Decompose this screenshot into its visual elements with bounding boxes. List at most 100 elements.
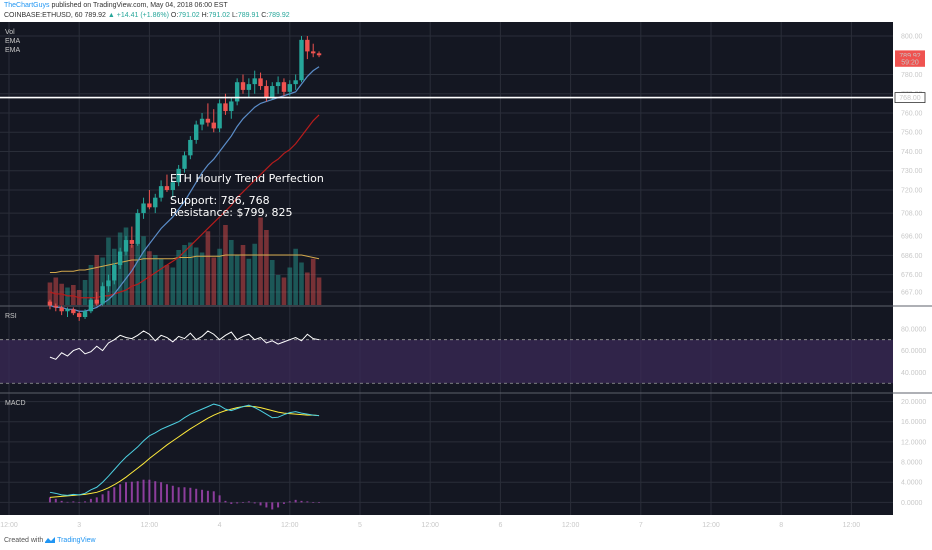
- macd-histogram-bar: [60, 500, 63, 503]
- price-tick-label: 740.00: [901, 149, 923, 156]
- macd-histogram-bar: [101, 494, 104, 503]
- price-scale-background: [893, 22, 932, 532]
- price-tick-label: 696.00: [901, 234, 923, 241]
- candle-body: [158, 186, 164, 198]
- macd-histogram-bar: [288, 501, 291, 503]
- candle-body: [117, 251, 123, 266]
- rsi-label: RSI: [5, 313, 17, 320]
- candle-body: [100, 286, 105, 304]
- candle-body: [316, 53, 322, 56]
- volume-bar: [246, 258, 252, 305]
- price-change: ▲ +14.41 (+1.86%): [107, 12, 169, 19]
- macd-histogram-bar: [195, 488, 198, 503]
- candle-body: [194, 124, 199, 140]
- time-tick-label: 12:00: [843, 522, 861, 529]
- volume-bar: [170, 267, 176, 305]
- candle-body: [211, 122, 216, 129]
- ema-fast-label: EMA: [5, 38, 21, 45]
- volume-bar: [275, 275, 281, 305]
- candle-body: [223, 103, 228, 112]
- volume-ma-line: [49, 254, 320, 273]
- volume-bar: [269, 260, 275, 305]
- macd-histogram-bar: [125, 482, 127, 503]
- macd-label: MACD: [5, 400, 26, 407]
- macd-histogram-bar: [107, 490, 110, 503]
- macd-histogram-bar: [277, 502, 280, 508]
- volume-bar: [240, 245, 246, 305]
- volume-bar: [310, 258, 316, 305]
- macd-tick-label: 8.0000: [901, 460, 923, 467]
- volume-bar: [316, 277, 322, 305]
- candle-body: [106, 280, 111, 287]
- candle-body: [293, 80, 298, 85]
- time-tick-label: 7: [639, 522, 643, 529]
- candle-body: [217, 103, 222, 129]
- macd-histogram-bar: [312, 502, 315, 503]
- publish-info: TheChartGuys published on TradingView.co…: [4, 2, 228, 9]
- volume-bar: [152, 255, 158, 305]
- time-tick-label: 12:00: [702, 522, 720, 529]
- macd-histogram-bar: [89, 498, 92, 503]
- candle-body: [65, 309, 70, 312]
- chart-area[interactable]: 12:00 3 12:00 4 12:00 5 12:00 6 12:00 7 12:00 8 12:0…: [0, 22, 932, 532]
- macd-signal-line: [49, 405, 320, 498]
- candle-body: [270, 86, 275, 98]
- candle-body: [53, 305, 58, 308]
- macd-tick-label: 0.0000: [901, 500, 923, 507]
- time-tick-label: 3: [77, 522, 81, 529]
- rsi-tick-label: 80.0000: [901, 326, 926, 333]
- candle-body: [82, 311, 88, 318]
- high-value: 791.02: [208, 12, 231, 19]
- volume-bar: [281, 277, 287, 305]
- candle-body: [147, 203, 152, 208]
- price-badge-bg: [895, 50, 925, 61]
- high-label: H:: [201, 12, 209, 19]
- macd-tick-label: 20.0000: [901, 399, 926, 406]
- price-badge-label: 59:20: [901, 59, 919, 66]
- volume-bar: [287, 267, 293, 305]
- volume-bar: [94, 255, 100, 305]
- macd-histogram-bar: [230, 502, 233, 504]
- macd-histogram-bar: [177, 487, 180, 503]
- volume-bar: [258, 217, 263, 305]
- price-badge-label: 768.00: [899, 95, 921, 102]
- rsi-tick-label: 60.0000: [901, 348, 926, 355]
- annotation-resistance: Resistance: $799, 825: [170, 206, 292, 219]
- candle-body: [305, 39, 310, 52]
- volume-bar: [106, 237, 111, 305]
- candle-body: [188, 139, 193, 156]
- price-badge: 59:20: [895, 56, 925, 67]
- candle-body: [234, 82, 240, 102]
- macd-histogram-bar: [119, 484, 122, 503]
- volume-bar: [199, 252, 205, 305]
- candle-body: [176, 168, 181, 183]
- candle-body: [287, 84, 292, 92]
- author-link[interactable]: TheChartGuys: [4, 2, 50, 9]
- published-text: published on TradingView.com, May 04, 20…: [51, 2, 228, 9]
- volume-bar: [211, 257, 217, 305]
- macd-tick-label: 4.0000: [901, 480, 923, 487]
- candle-body: [170, 182, 175, 190]
- rsi-band: [0, 339, 893, 384]
- tradingview-brand[interactable]: TradingView: [57, 537, 96, 544]
- volume-bar: [305, 272, 310, 305]
- candle-body: [153, 197, 158, 208]
- price-badge: 768.00: [894, 92, 926, 103]
- candle-body: [77, 313, 82, 318]
- volume-bar: [182, 245, 187, 305]
- chart-background: [0, 22, 932, 532]
- macd-histogram-bar: [201, 489, 204, 503]
- macd-histogram-bar: [306, 501, 309, 503]
- open-value: 791.02: [178, 12, 200, 19]
- volume-bar: [188, 242, 193, 305]
- price-tick-label: 667.00: [901, 290, 923, 297]
- price-tick-label: 708.00: [901, 211, 923, 218]
- candle-body: [129, 240, 135, 244]
- candle-body: [281, 82, 287, 92]
- macd-histogram-bar: [247, 501, 250, 503]
- candle-body: [123, 240, 129, 252]
- volume-bar: [71, 285, 76, 305]
- rsi-line: [49, 330, 320, 360]
- candle-body: [229, 101, 234, 112]
- macd-histogram-bar: [54, 498, 57, 503]
